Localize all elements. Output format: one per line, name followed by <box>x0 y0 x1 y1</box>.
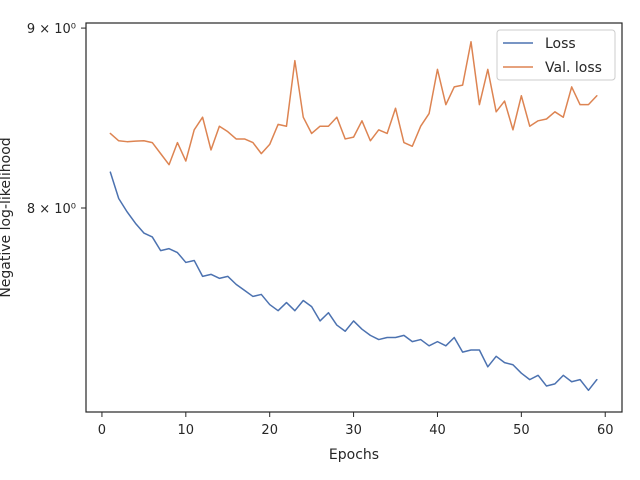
plot-frame <box>85 22 623 413</box>
plot-lines <box>109 40 598 392</box>
x-tick-label: 50 <box>513 423 530 438</box>
y-axis: 8 × 10⁰ 9 × 10⁰ <box>27 22 86 217</box>
x-tick-label: 30 <box>345 423 362 438</box>
x-tick-label: 60 <box>597 423 614 438</box>
x-tick-label: 10 <box>178 423 195 438</box>
x-tick-label: 40 <box>429 423 446 438</box>
y-axis-label: Negative log-likelihood <box>0 137 14 297</box>
legend: Loss Val. loss <box>496 29 616 81</box>
legend-entry-loss: Loss <box>545 36 576 52</box>
x-axis-label: Epochs <box>329 447 379 463</box>
y-tick-label: 8 × 10⁰ <box>27 202 76 217</box>
series-line-loss <box>109 171 598 392</box>
series-line-val-loss <box>109 40 598 166</box>
x-axis: 0 10 20 30 40 50 60 <box>98 412 614 438</box>
x-tick-label: 20 <box>261 423 278 438</box>
y-tick-label: 9 × 10⁰ <box>27 22 76 37</box>
legend-entry-val-loss: Val. loss <box>545 60 602 76</box>
x-tick-label: 0 <box>98 423 106 438</box>
